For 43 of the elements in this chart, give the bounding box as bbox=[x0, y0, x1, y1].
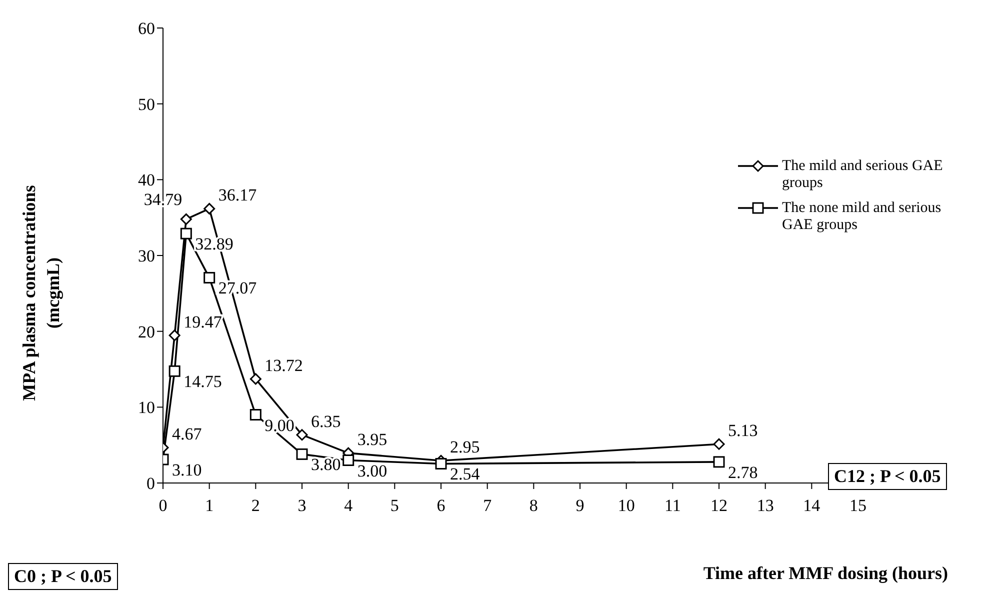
x-tick-label: 3 bbox=[298, 496, 306, 516]
x-tick-label: 14 bbox=[803, 496, 821, 516]
x-tick-label: 7 bbox=[483, 496, 492, 516]
legend-label: The none mild and serious GAE groups bbox=[782, 200, 942, 234]
y-tick-label: 10 bbox=[138, 398, 155, 418]
text: C0 ; P < 0.05 bbox=[8, 563, 118, 590]
x-tick-label: 10 bbox=[618, 496, 635, 516]
legend-label: The mild and serious GAE groups bbox=[782, 158, 944, 192]
data-label: 2.54 bbox=[450, 464, 480, 484]
x-tick-label: 4 bbox=[344, 496, 354, 516]
data-label: 3.80 bbox=[311, 455, 341, 474]
x-tick-label: 9 bbox=[576, 496, 584, 516]
x-axis-title: Time after MMF dosing (hours) bbox=[703, 563, 948, 584]
y-tick-label: 0 bbox=[146, 474, 155, 494]
y-axis-title: MPA plasma concentrations (mcgmL) bbox=[19, 185, 63, 401]
x-tick-label: 8 bbox=[529, 496, 538, 516]
data-label: 14.75 bbox=[184, 372, 222, 392]
x-tick-label: 6 bbox=[436, 496, 446, 516]
y-tick-label: 30 bbox=[138, 246, 155, 266]
x-tick-label: 11 bbox=[664, 496, 681, 516]
y-tick-label: 60 bbox=[138, 19, 155, 38]
x-tick-label: 0 bbox=[158, 496, 168, 516]
data-label: 3.10 bbox=[172, 460, 202, 480]
data-label: 3.95 bbox=[357, 430, 388, 450]
annotation: C12 ; P < 0.05 bbox=[828, 463, 947, 490]
x-tick-label: 13 bbox=[756, 496, 774, 516]
data-label: 2.95 bbox=[450, 438, 480, 457]
x-tick-label: 5 bbox=[390, 496, 399, 516]
x-tick-label: 1 bbox=[205, 496, 214, 516]
data-label: 36.17 bbox=[218, 186, 258, 205]
x-tick-label: 15 bbox=[850, 496, 866, 516]
data-label: 3.00 bbox=[357, 461, 388, 480]
data-label: 4.67 bbox=[172, 424, 202, 444]
data-label: 5.13 bbox=[728, 421, 758, 440]
y-tick-label: 50 bbox=[138, 94, 155, 114]
data-label: 13.72 bbox=[264, 356, 303, 375]
x-tick-label: 2 bbox=[251, 496, 260, 516]
y-tick-label: 40 bbox=[138, 170, 155, 190]
data-label: 6.35 bbox=[311, 412, 341, 431]
data-label: 19.47 bbox=[184, 312, 222, 332]
x-tick-label: 12 bbox=[710, 496, 728, 516]
data-label: 2.78 bbox=[728, 462, 758, 482]
y-tick-label: 20 bbox=[138, 322, 155, 342]
